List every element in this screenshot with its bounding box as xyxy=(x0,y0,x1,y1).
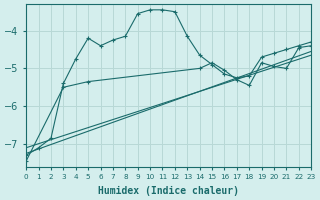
X-axis label: Humidex (Indice chaleur): Humidex (Indice chaleur) xyxy=(98,186,239,196)
